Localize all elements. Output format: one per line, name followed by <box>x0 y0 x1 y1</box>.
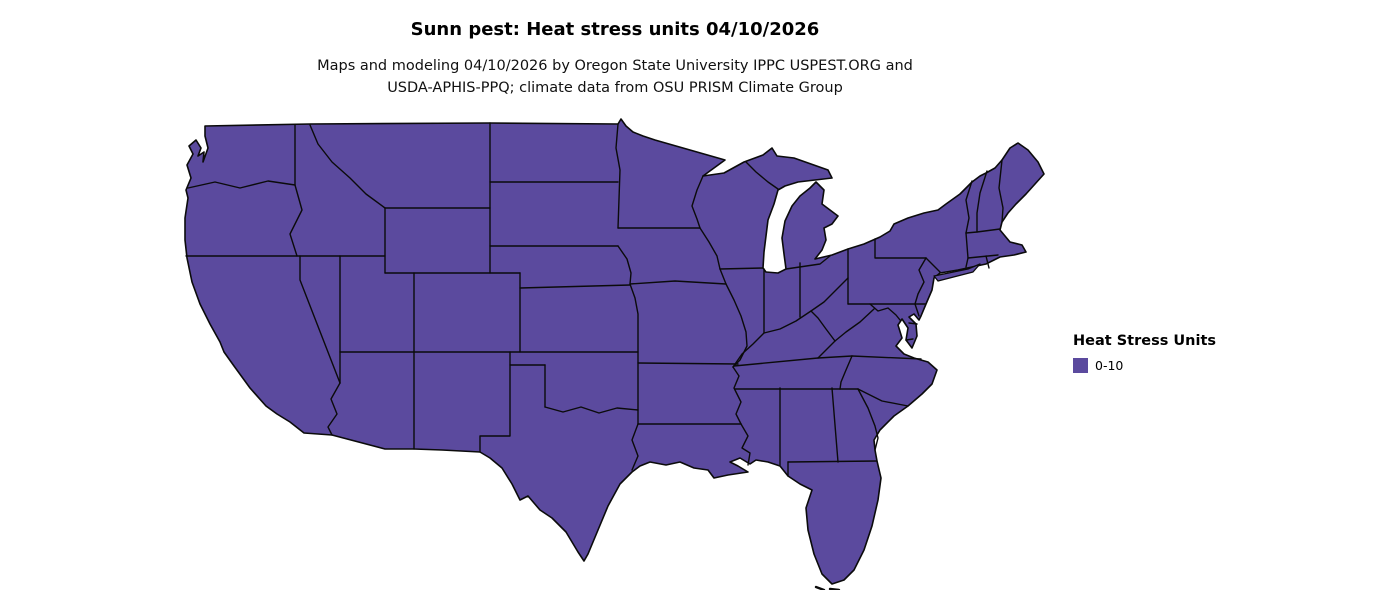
border-nh-me <box>998 159 1004 223</box>
border-il-mo <box>719 268 748 368</box>
border-ohio-river <box>732 277 849 368</box>
map-subtitle-line1: Maps and modeling 04/10/2026 by Oregon S… <box>317 58 913 74</box>
border-id-west <box>289 124 303 257</box>
long-island <box>933 263 981 282</box>
map-subtitle-line2: USDA-APHIS-PPQ; climate data from OSU PR… <box>387 80 843 96</box>
legend-item: 0-10 <box>1073 358 1216 373</box>
legend-swatch-rect <box>1073 358 1088 373</box>
legend-item-label: 0-10 <box>1095 358 1124 373</box>
border-ky-tn <box>733 357 819 367</box>
border-nc-sc <box>857 388 909 407</box>
map-title: Sunn pest: Heat stress units 04/10/2026 <box>410 19 820 40</box>
border-va-ky <box>817 340 836 359</box>
border-ny-pa <box>874 238 927 259</box>
border-ct-ri <box>985 255 990 269</box>
us-map <box>180 118 1050 592</box>
border-wv-ky <box>810 310 836 342</box>
border-ca-nv <box>299 255 341 384</box>
border-mo-ar <box>637 362 739 365</box>
legend-swatch <box>1073 358 1088 373</box>
border-red-river <box>544 406 639 414</box>
border-mississippi-upper <box>699 227 721 270</box>
border-mi-south <box>785 255 831 270</box>
border-ia-south <box>629 280 727 285</box>
border-nj-delaware-river <box>914 257 927 317</box>
border-wi-il <box>719 267 764 270</box>
border-md-va-delmarva <box>905 338 914 341</box>
border-nc-tn <box>839 355 853 390</box>
florida-keys <box>814 585 841 592</box>
border-ga-sc <box>857 388 879 451</box>
border-id-mt <box>309 124 386 209</box>
border-mn-wi <box>691 175 704 229</box>
border-fl-north <box>787 460 878 463</box>
border-nm-tx <box>479 351 511 453</box>
border-va-nc <box>851 355 922 360</box>
border-potomac <box>869 303 901 321</box>
border-ma-north <box>965 228 1001 234</box>
border-vt-ny <box>965 180 973 234</box>
border-ma-south <box>967 254 999 259</box>
border-vt-nh <box>976 170 988 233</box>
legend: Heat Stress Units 0-10 <box>1073 333 1216 373</box>
us-map-svg <box>184 118 1045 592</box>
legend-title: Heat Stress Units <box>1073 333 1217 349</box>
border-tx-la <box>631 423 639 471</box>
border-mississippi-lower <box>732 366 742 425</box>
border-wa-or <box>187 180 296 189</box>
border-ga-al <box>831 387 839 463</box>
border-mn-west <box>615 123 621 229</box>
border-ny-nj <box>925 257 941 273</box>
state-borders <box>185 122 1004 477</box>
border-az-ca <box>327 382 341 436</box>
border-la-ms <box>740 423 751 466</box>
border-va-tn <box>817 355 853 359</box>
border-wv-va <box>834 308 875 342</box>
border-ne-ks <box>519 284 631 289</box>
map-subtitle: Maps and modeling 04/10/2026 by Oregon S… <box>0 55 1230 99</box>
border-wi-mi-up <box>745 161 779 190</box>
border-de-md <box>908 322 918 325</box>
